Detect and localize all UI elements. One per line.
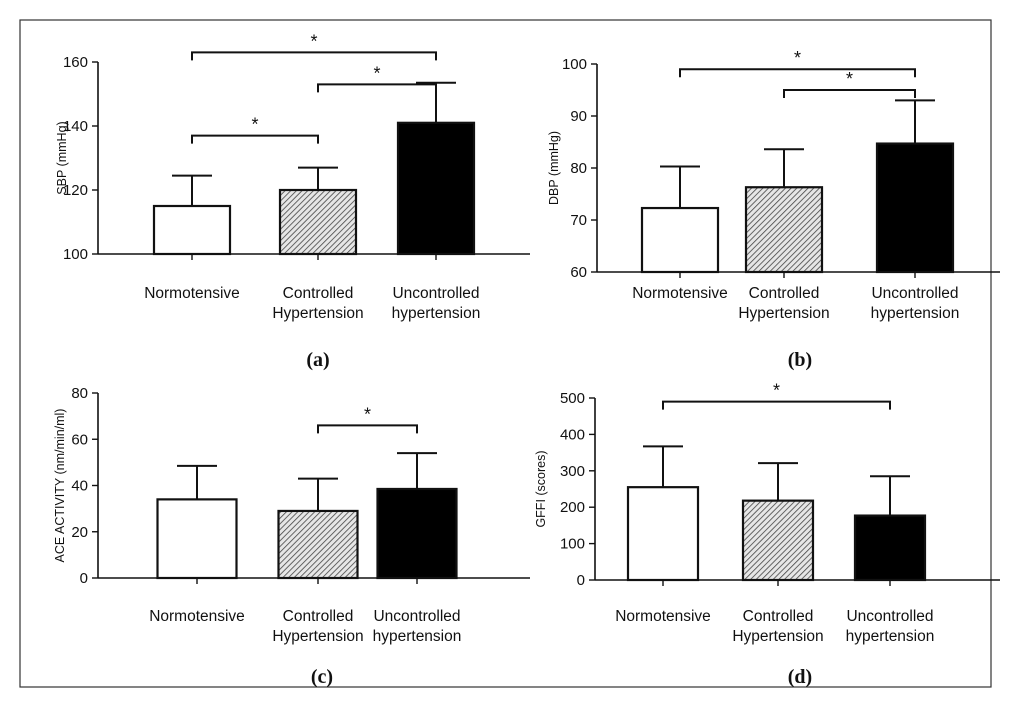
- panel-c: 0 20 40 60 80 ACE ACTIVITY (nm/min/ml) Normote…: [53, 385, 530, 688]
- y-axis-title: DBP (mmHg): [547, 131, 561, 205]
- significance-bracket: [317, 424, 418, 434]
- bar-1: [278, 188, 358, 256]
- significance-star: *: [373, 63, 380, 83]
- category-label: Hypertension: [272, 305, 363, 322]
- category-label: Normotensive: [615, 608, 711, 625]
- panel-label: (b): [788, 349, 812, 371]
- significance-star: *: [773, 381, 780, 401]
- figure-border: [19, 19, 992, 688]
- bar-0: [152, 204, 232, 256]
- bar-1: [741, 499, 815, 582]
- significance-star: *: [846, 69, 853, 89]
- category-label: Controlled: [283, 608, 354, 625]
- category-label: Uncontrolled: [392, 285, 479, 302]
- category-label: Uncontrolled: [846, 608, 933, 625]
- bar-2: [853, 514, 927, 582]
- panel-d: 0 100 200 300 400 500 GFFI (scores) Normotensiv…: [534, 381, 1000, 688]
- y-tick-label: 0: [80, 570, 88, 587]
- category-label: Normotensive: [144, 285, 240, 302]
- bar-0: [640, 206, 720, 274]
- category-label: hypertension: [373, 628, 462, 645]
- panel-a: 100 120 140 160 SBP (mmHg) Normotensive Contro…: [55, 31, 530, 371]
- bar-2: [376, 487, 458, 580]
- bar-0: [626, 486, 700, 582]
- y-tick-label: 80: [570, 160, 587, 177]
- y-tick-label: 100: [560, 536, 585, 553]
- y-tick-label: 140: [63, 118, 88, 135]
- y-tick-label: 20: [71, 524, 88, 541]
- y-tick-label: 90: [570, 108, 587, 125]
- y-tick-label: 300: [560, 463, 585, 480]
- y-tick-label: 100: [562, 56, 587, 73]
- category-label: Uncontrolled: [373, 608, 460, 625]
- category-label: Uncontrolled: [871, 285, 958, 302]
- category-label: Hypertension: [272, 628, 363, 645]
- bar-0: [156, 498, 238, 580]
- bar-1: [277, 509, 359, 580]
- significance-star: *: [251, 115, 258, 135]
- y-tick-label: 0: [577, 572, 585, 589]
- y-tick-label: 40: [71, 478, 88, 495]
- panel-label: (d): [788, 666, 812, 688]
- significance-star: *: [364, 404, 371, 424]
- y-axis-title: GFFI (scores): [534, 450, 548, 527]
- significance-bracket: [191, 51, 437, 61]
- category-label: Normotensive: [632, 285, 728, 302]
- category-label: Hypertension: [738, 305, 829, 322]
- category-label: Controlled: [749, 285, 820, 302]
- bar-2: [396, 121, 476, 256]
- y-axis-title: SBP (mmHg): [55, 121, 69, 194]
- category-label: hypertension: [846, 628, 935, 645]
- y-tick-label: 400: [560, 426, 585, 443]
- y-tick-label: 200: [560, 499, 585, 516]
- category-label: Normotensive: [149, 608, 245, 625]
- significance-bracket: [662, 400, 891, 410]
- panel-b: 60 70 80 90 100 DBP (mmHg) Normotensive Control…: [547, 48, 1000, 371]
- bar-1: [744, 186, 824, 274]
- significance-star: *: [310, 31, 317, 51]
- category-label: Controlled: [283, 285, 354, 302]
- y-tick-label: 160: [63, 54, 88, 71]
- y-tick-label: 100: [63, 246, 88, 263]
- y-axis-title: ACE ACTIVITY (nm/min/ml): [53, 409, 67, 563]
- panel-label: (c): [311, 666, 333, 688]
- y-tick-label: 80: [71, 385, 88, 402]
- category-label: Controlled: [743, 608, 814, 625]
- significance-bracket: [679, 68, 916, 78]
- category-label: hypertension: [871, 305, 960, 322]
- y-tick-label: 500: [560, 390, 585, 407]
- y-tick-label: 70: [570, 212, 587, 229]
- y-tick-label: 60: [71, 431, 88, 448]
- y-tick-label: 60: [570, 264, 587, 281]
- significance-star: *: [794, 48, 801, 68]
- category-label: Hypertension: [732, 628, 823, 645]
- category-label: hypertension: [392, 305, 481, 322]
- y-tick-label: 120: [63, 182, 88, 199]
- panel-label: (a): [306, 349, 329, 371]
- significance-bracket: [191, 134, 319, 144]
- significance-bracket: [317, 83, 437, 93]
- bar-2: [875, 142, 955, 274]
- significance-bracket: [783, 89, 916, 98]
